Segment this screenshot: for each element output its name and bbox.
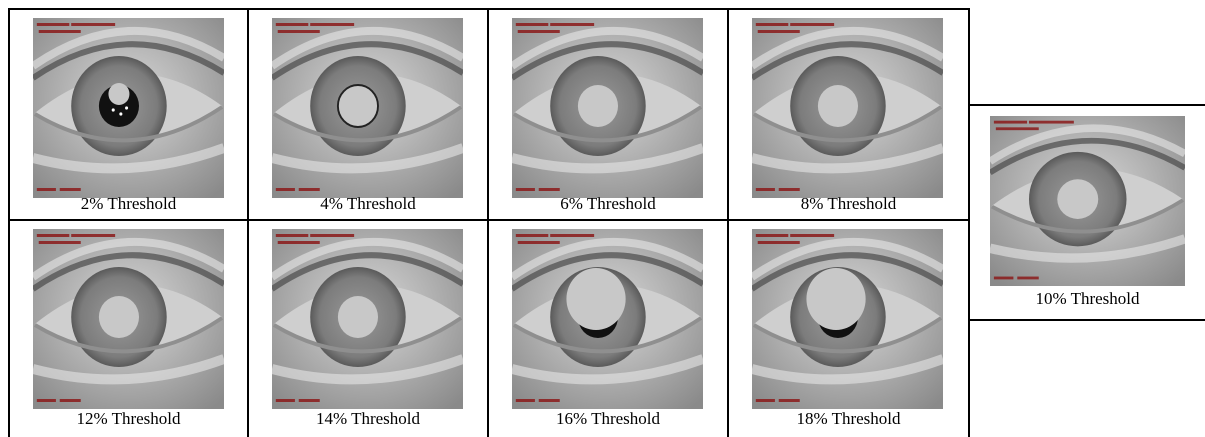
panel: 16% Threshold bbox=[489, 221, 727, 437]
grid-line-middle bbox=[8, 219, 970, 221]
panel: 2% Threshold bbox=[10, 10, 247, 219]
panel: 12% Threshold bbox=[10, 221, 247, 437]
panel-caption: 8% Threshold bbox=[800, 194, 897, 213]
panel-caption: 10% Threshold bbox=[1035, 289, 1140, 308]
eye-image bbox=[512, 18, 703, 198]
side-rule-top bbox=[970, 104, 1205, 106]
eye-image bbox=[272, 18, 463, 198]
eye-image bbox=[752, 18, 943, 198]
panel: 18% Threshold bbox=[729, 221, 968, 437]
panel: 10% Threshold bbox=[970, 106, 1205, 319]
panel-caption: 2% Threshold bbox=[80, 194, 177, 213]
grid-line-col1 bbox=[247, 8, 249, 437]
eye-image bbox=[33, 18, 224, 198]
eye-image bbox=[33, 229, 224, 409]
side-rule-bottom bbox=[970, 319, 1205, 321]
grid-line-col3 bbox=[727, 8, 729, 437]
grid-line-left bbox=[8, 8, 10, 437]
eye-image bbox=[272, 229, 463, 409]
panel-caption: 6% Threshold bbox=[560, 194, 656, 213]
eye-image bbox=[512, 229, 703, 409]
panel-caption: 16% Threshold bbox=[555, 409, 661, 428]
panel-caption: 18% Threshold bbox=[796, 409, 901, 428]
grid-line-top bbox=[8, 8, 970, 10]
panel-caption: 14% Threshold bbox=[315, 409, 421, 428]
eye-image bbox=[990, 116, 1185, 286]
panel-caption: 12% Threshold bbox=[76, 409, 181, 428]
panel: 6% Threshold bbox=[489, 10, 727, 219]
grid-line-col4 bbox=[968, 8, 970, 437]
panel-caption: 4% Threshold bbox=[320, 194, 416, 213]
panel: 4% Threshold bbox=[249, 10, 487, 219]
eye-image bbox=[752, 229, 943, 409]
panel: 14% Threshold bbox=[249, 221, 487, 437]
grid-line-col2 bbox=[487, 8, 489, 437]
panel: 8% Threshold bbox=[729, 10, 968, 219]
